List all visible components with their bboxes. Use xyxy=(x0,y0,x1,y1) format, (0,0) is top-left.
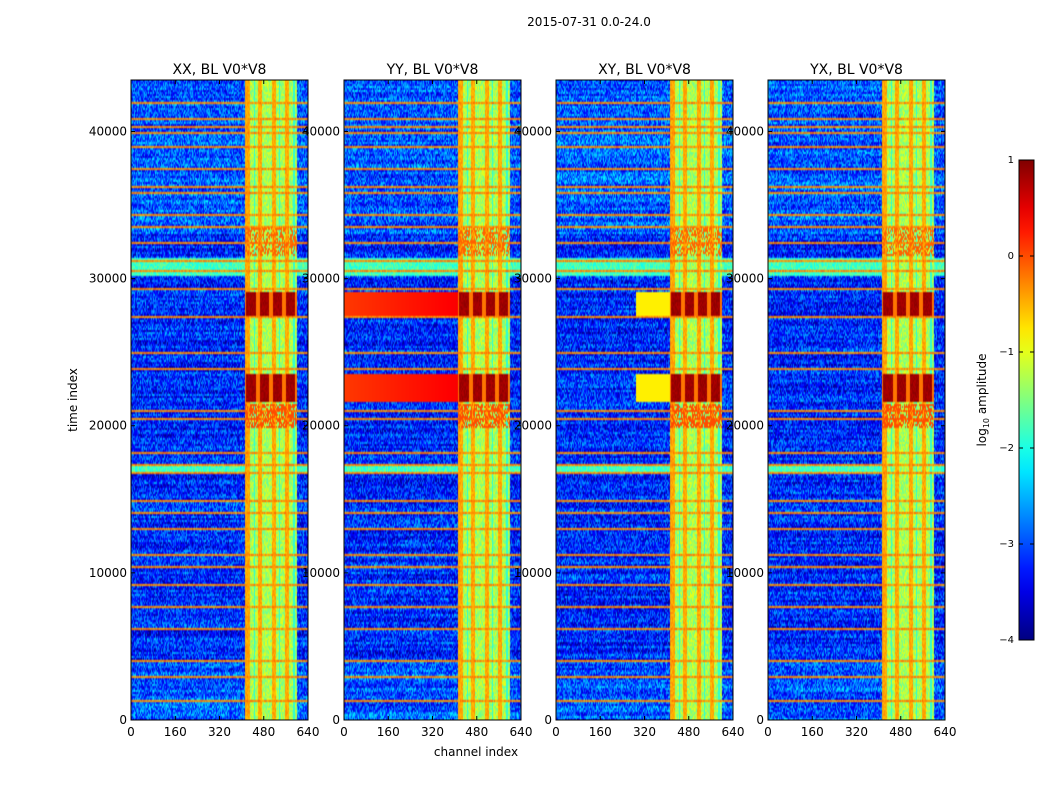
figure-suptitle: 2015-07-31 0.0-24.0 xyxy=(527,15,651,29)
x-tick-label: 480 xyxy=(889,725,912,739)
y-tick-label: 20000 xyxy=(302,419,340,433)
colorbar-tick-label: −1 xyxy=(999,347,1014,358)
y-tick-label: 10000 xyxy=(726,566,764,580)
colorbar-label-prefix: log xyxy=(975,428,989,446)
x-tick-label: 640 xyxy=(297,725,320,739)
x-tick-label: 160 xyxy=(164,725,187,739)
x-tick-label: 320 xyxy=(208,725,231,739)
x-tick-label: 480 xyxy=(252,725,275,739)
x-tick-label: 320 xyxy=(633,725,656,739)
x-tick-label: 320 xyxy=(845,725,868,739)
panel-title: XY, BL V0*V8 xyxy=(598,62,691,78)
x-tick-label: 160 xyxy=(801,725,824,739)
y-tick-label: 0 xyxy=(332,713,340,727)
heatmap-image xyxy=(768,80,945,720)
x-tick-label: 0 xyxy=(340,725,348,739)
colorbar-label: log10 amplitude xyxy=(975,354,991,447)
x-tick-label: 480 xyxy=(677,725,700,739)
y-tick-label: 10000 xyxy=(89,566,127,580)
colorbar-tick-label: −2 xyxy=(999,443,1014,454)
panel-title: YX, BL V0*V8 xyxy=(809,62,903,78)
colorbar-label-sub: 10 xyxy=(982,418,991,428)
colorbar-tick-label: 1 xyxy=(1008,155,1014,166)
colorbar-tick-label: 0 xyxy=(1008,251,1014,262)
heatmap-image xyxy=(344,80,521,720)
x-tick-label: 320 xyxy=(421,725,444,739)
y-tick-label: 30000 xyxy=(89,272,127,286)
panels-group: XX, BL V0*V8 0 160 320 480 640 0 10000 20000 3000… xyxy=(89,62,957,739)
x-tick-label: 0 xyxy=(552,725,560,739)
y-tick-label: 40000 xyxy=(514,124,552,138)
y-tick-label: 10000 xyxy=(302,566,340,580)
x-axis-label: channel index xyxy=(434,745,518,759)
y-tick-label: 30000 xyxy=(726,272,764,286)
y-axis-label: time index xyxy=(66,368,80,432)
x-tick-label: 0 xyxy=(764,725,772,739)
panel-xx: XX, BL V0*V8 0 160 320 480 640 0 10000 20000 3000… xyxy=(89,62,320,739)
panel-title: XX, BL V0*V8 xyxy=(173,62,267,78)
colorbar-label-suffix: amplitude xyxy=(975,354,989,418)
y-tick-label: 40000 xyxy=(302,124,340,138)
colorbar-gradient xyxy=(1018,159,1035,641)
colorbar-tick-label: −3 xyxy=(999,539,1014,550)
y-tick-label: 40000 xyxy=(726,124,764,138)
panel-xy: XY, BL V0*V8 0 160 320 480 640 0 10000 20000 3000… xyxy=(514,62,745,739)
y-tick-label: 10000 xyxy=(514,566,552,580)
colorbar-tick-label: −4 xyxy=(999,635,1014,646)
heatmap-image xyxy=(556,80,733,720)
x-tick-label: 160 xyxy=(377,725,400,739)
y-tick-label: 20000 xyxy=(726,419,764,433)
y-tick-label: 20000 xyxy=(514,419,552,433)
y-tick-label: 30000 xyxy=(302,272,340,286)
panel-yx: YX, BL V0*V8 0 160 320 480 640 0 10000 20000 3000… xyxy=(726,62,957,739)
x-tick-label: 640 xyxy=(722,725,745,739)
x-tick-label: 0 xyxy=(127,725,135,739)
y-tick-label: 40000 xyxy=(89,124,127,138)
heatmap-image xyxy=(131,80,308,720)
x-tick-label: 640 xyxy=(510,725,533,739)
x-tick-label: 160 xyxy=(589,725,612,739)
x-tick-label: 640 xyxy=(934,725,957,739)
y-tick-label: 0 xyxy=(756,713,764,727)
y-tick-label: 20000 xyxy=(89,419,127,433)
panel-title: YY, BL V0*V8 xyxy=(386,62,479,78)
x-tick-label: 480 xyxy=(465,725,488,739)
y-tick-label: 0 xyxy=(119,713,127,727)
y-tick-label: 0 xyxy=(544,713,552,727)
panel-yy: YY, BL V0*V8 0 160 320 480 640 0 10000 20000 3000… xyxy=(302,62,533,739)
y-tick-label: 30000 xyxy=(514,272,552,286)
